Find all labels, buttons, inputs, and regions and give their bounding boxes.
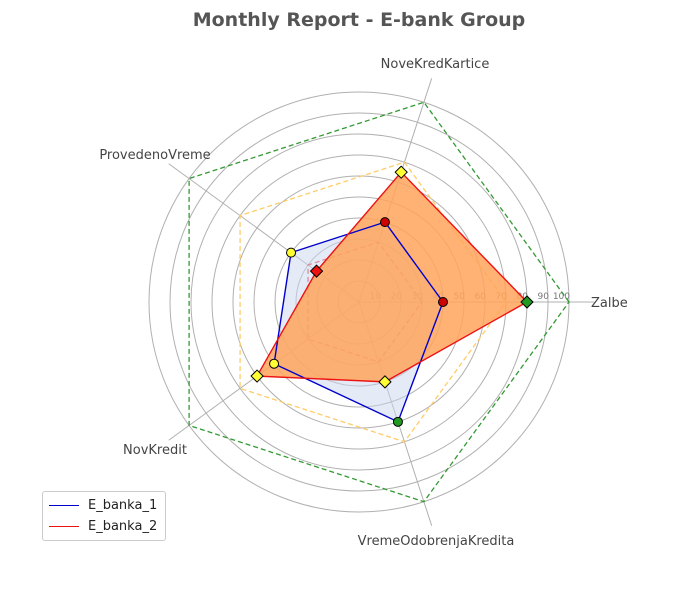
radial-tick-label: 90 (538, 292, 550, 302)
series-1-point (379, 217, 390, 228)
series-2-point (309, 264, 324, 278)
series-2-point (520, 295, 534, 309)
legend-item-series-2: E_banka_2 (43, 516, 165, 537)
axis-labels: Zalbe NoveKredKartice ProvedenoVreme NovKre… (99, 57, 627, 549)
axis-label-novkredit: NovKredit (123, 443, 187, 458)
axis-label-provedenovreme: ProvedenoVreme (99, 148, 210, 163)
legend-label-series-1: E_banka_1 (88, 498, 158, 513)
series-area-2 (257, 172, 527, 382)
series-2-point (394, 165, 408, 179)
series-1-point (438, 297, 448, 307)
legend: E_banka_1 E_banka_2 (42, 491, 166, 541)
series-1-point (286, 247, 297, 258)
series-2-point (378, 375, 392, 389)
radial-tick-label: 100 (553, 292, 570, 302)
series-1-point (269, 358, 280, 369)
series-line-2 (255, 171, 529, 383)
reference-polygon (239, 161, 507, 443)
reference-polygon (188, 101, 570, 503)
legend-item-series-1: E_banka_1 (43, 495, 165, 516)
series-layer (250, 165, 534, 427)
legend-swatch-series-1 (49, 505, 79, 506)
axis-label-novekredkartice: NoveKredKartice (381, 57, 490, 72)
axis-label-vremeodobrenjakredita: VremeOdobrenjaKredita (358, 534, 515, 549)
series-line-1 (273, 221, 444, 423)
legend-label-series-2: E_banka_2 (88, 519, 158, 534)
legend-swatch-series-2 (49, 526, 79, 527)
axis-label-zalbe: Zalbe (591, 296, 628, 311)
chart-title: Monthly Report - E-bank Group (193, 9, 526, 31)
series-2-point (250, 369, 264, 383)
series-1-point (392, 416, 403, 427)
